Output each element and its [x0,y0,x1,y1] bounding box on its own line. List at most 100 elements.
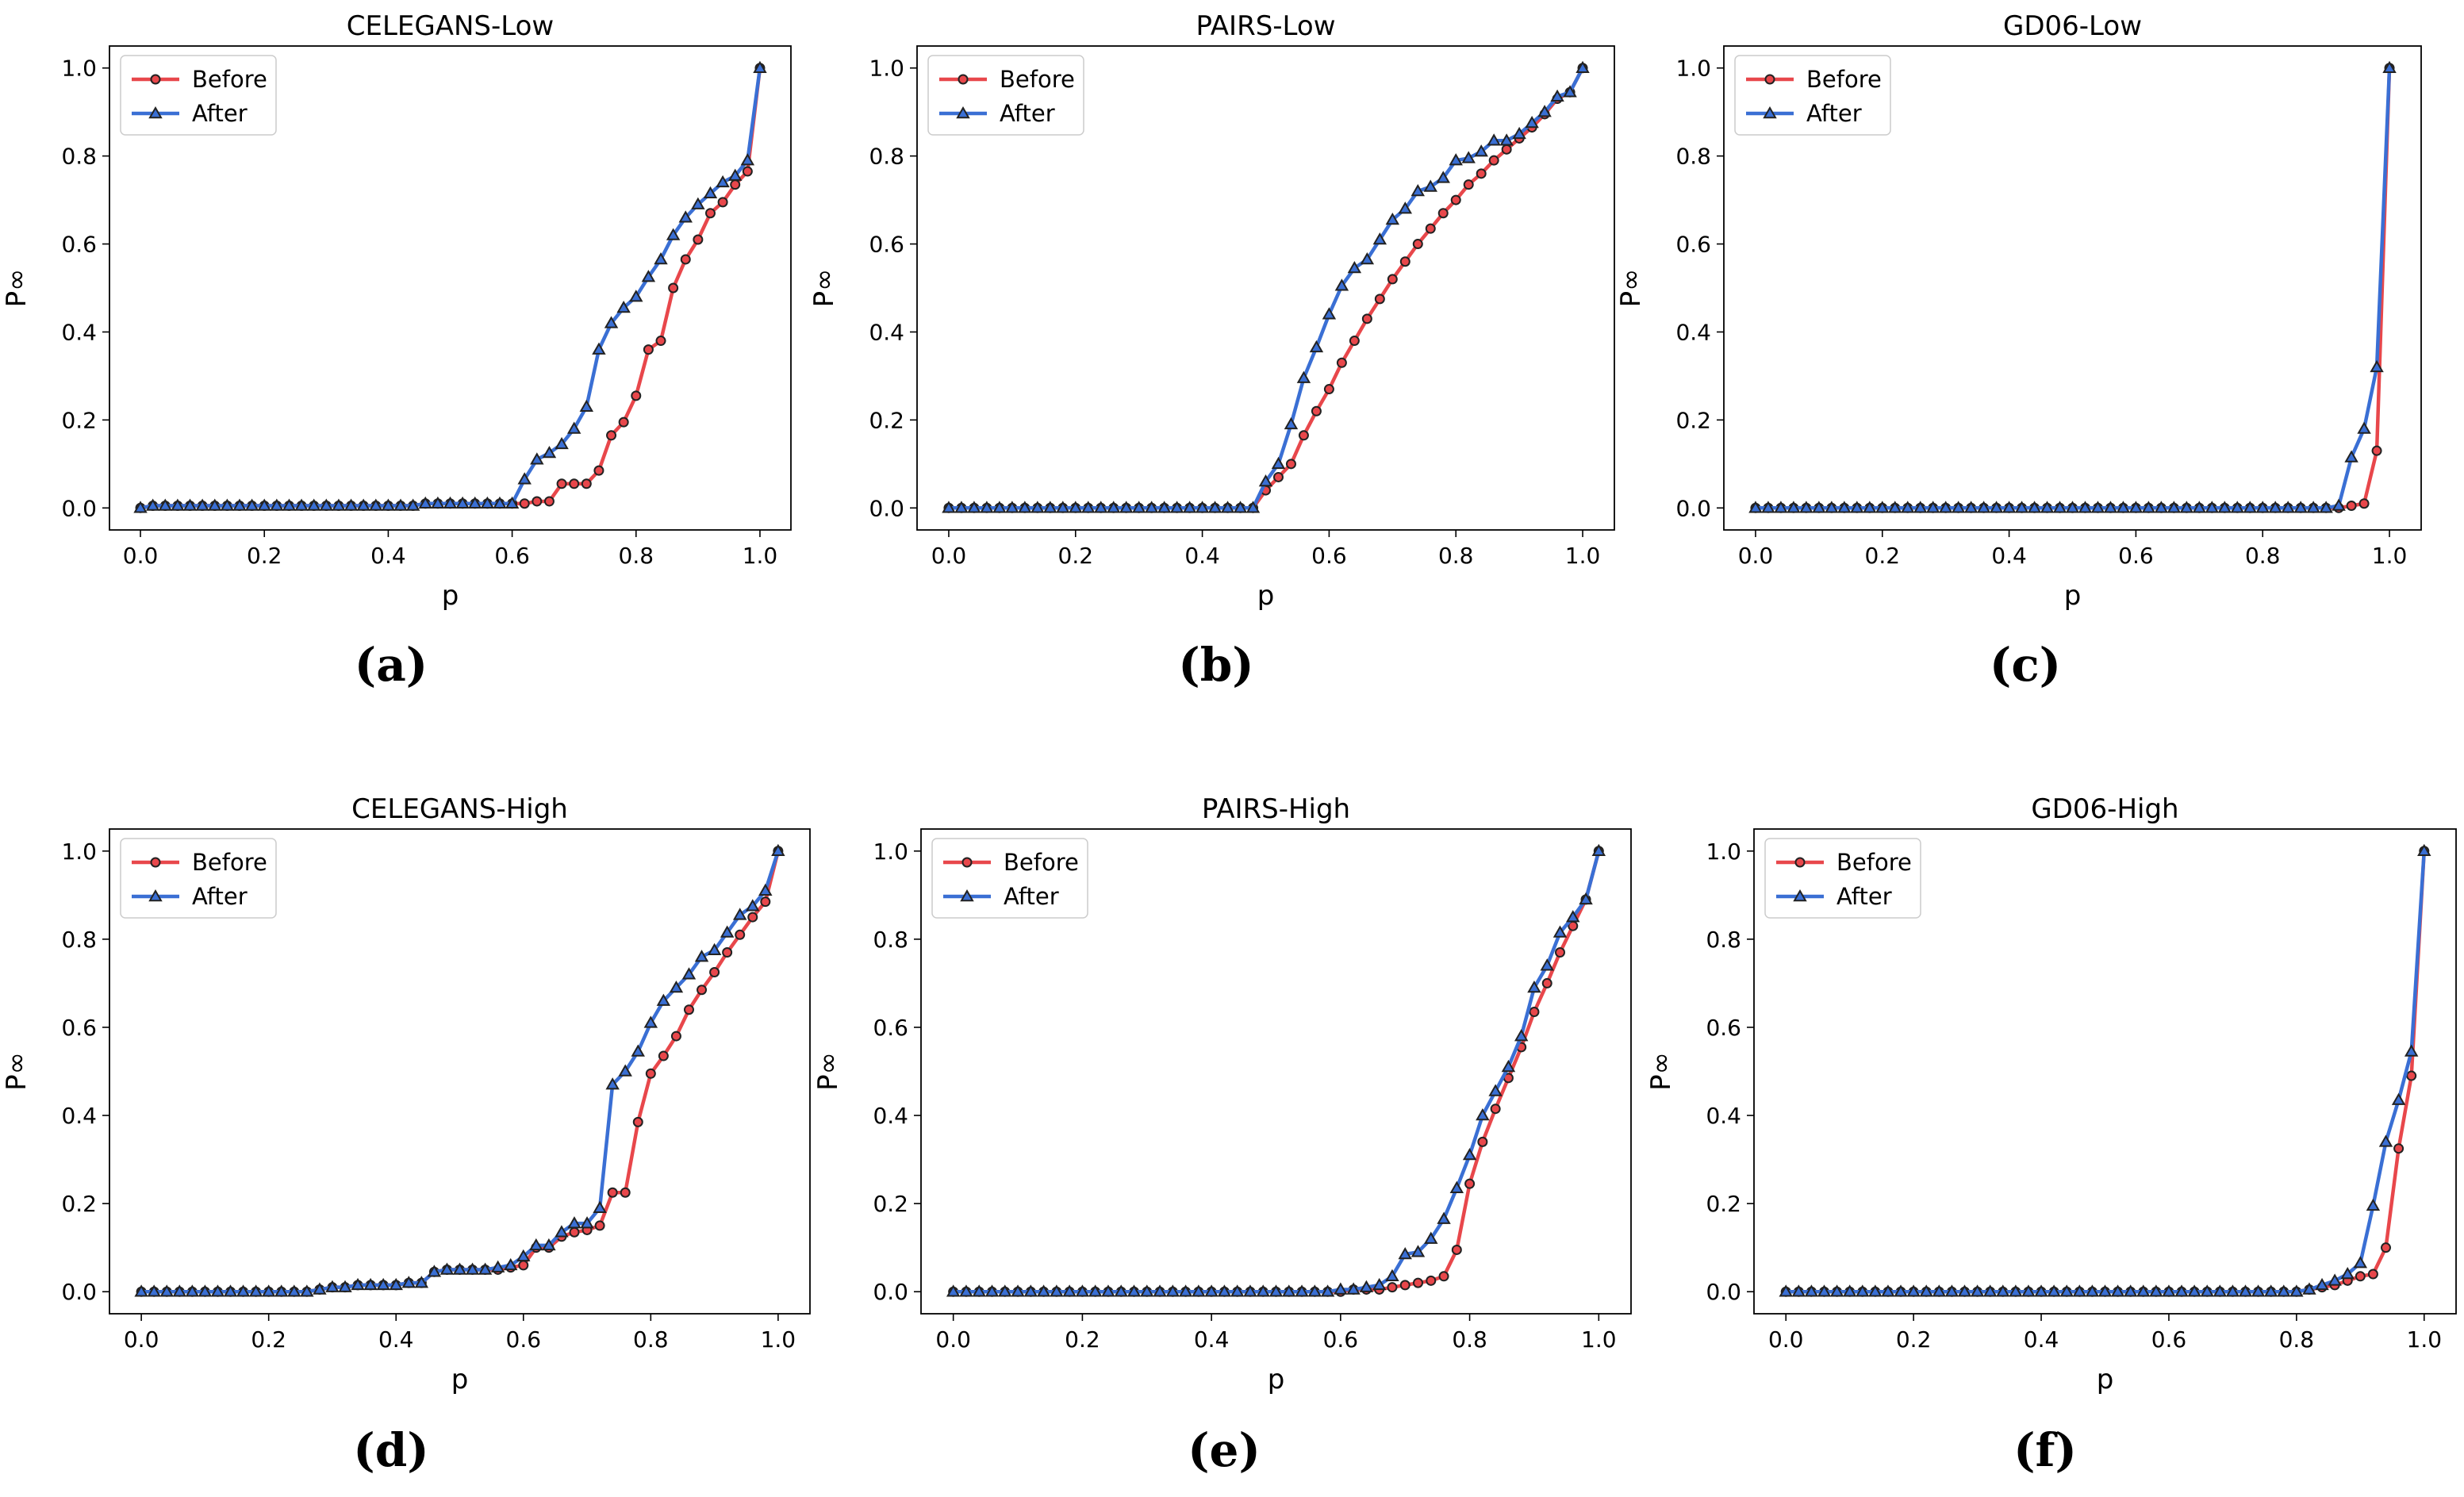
data-point-after [2378,1134,2393,1147]
data-point-after [1944,1284,1959,1297]
data-point-before [1425,223,1436,234]
data-point-after [369,498,383,511]
data-point-after [1207,501,1222,513]
data-point-after [236,1284,251,1297]
data-point-after [2116,501,2131,513]
data-point-after [1850,501,1864,513]
data-point-after [1131,501,1146,513]
data-point-after [2293,501,2308,513]
data-point-after [694,950,709,962]
data-point-after [1031,501,1045,513]
data-point-after [2306,501,2320,513]
data-point-after [431,496,445,509]
legend-label-after: After [1000,100,1055,127]
chart-title: GD06-High [2031,793,2178,825]
data-point-after [1385,213,1400,225]
data-point-after [2225,1284,2240,1297]
data-point-after [1540,958,1554,971]
x-tick-label: 1.0 [2372,543,2408,569]
data-point-before [704,208,716,219]
data-point-after [1347,261,1362,274]
data-point-before [1490,1104,1501,1115]
legend-label-before: Before [192,849,267,876]
data-point-after [1192,1284,1206,1297]
data-point-after [172,1284,187,1297]
data-point-after [555,1225,569,1238]
data-point-before [709,967,720,978]
data-point-after [2085,1284,2100,1297]
data-point-after [2238,1284,2253,1297]
data-point-after [530,452,544,465]
data-point-after [707,942,722,955]
data-point-before [1450,194,1461,205]
data-point-after [604,316,619,328]
data-point-before [1438,1271,1449,1282]
data-point-after [1537,105,1552,117]
data-point-after [567,1216,581,1229]
legend-label-after: After [192,883,248,910]
data-point-after [1957,1284,1972,1297]
legend-label-before: Before [1000,66,1075,93]
data-point-after [261,1284,276,1297]
y-tick-label: 0.2 [869,407,904,433]
data-point-after [220,498,235,511]
data-point-after [580,1216,594,1229]
data-point-after [2213,1284,2228,1297]
data-point-after [1050,1284,1064,1297]
data-point-after [1476,1108,1490,1121]
y-axis-label: P∞ [1,1052,33,1091]
data-point-after [1178,1284,1193,1297]
data-point-after [1791,1284,1806,1297]
data-point-after [1423,179,1437,192]
data-point-after [2110,1284,2125,1297]
data-point-after [1106,501,1121,513]
data-point-before [1541,977,1552,988]
x-axis-label: p [1257,580,1275,612]
data-point-after [1069,501,1083,513]
x-tick-label: 0.0 [123,543,159,569]
y-tick-label: 0.4 [869,319,904,345]
data-point-after [414,1276,429,1288]
data-point-before [620,1187,631,1198]
data-point-after [678,210,693,223]
data-point-before [1464,1178,1476,1189]
data-point-after [455,496,470,509]
y-tick-label: 0.6 [61,1015,97,1041]
data-point-after [480,496,495,509]
data-point-after [418,496,432,509]
data-point-after [2047,1284,2061,1297]
data-point-after [274,1284,289,1297]
data-point-after [1970,1284,1985,1297]
x-axis-label: p [451,1364,469,1395]
data-point-after [133,501,148,513]
legend-label-before: Before [1806,66,1882,93]
legend-label-before: Before [192,66,267,93]
data-point-after [1863,501,1877,513]
data-point-before [670,1031,681,1042]
data-point-after [2154,501,2169,513]
data-point-after [1114,1284,1128,1297]
data-point-after [2277,1284,2291,1297]
data-point-after [1748,501,1763,513]
data-point-after [641,270,656,282]
data-point-after [1894,1284,1908,1297]
data-point-after [134,1284,148,1297]
data-point-after [1157,501,1172,513]
x-tick-label: 1.0 [2407,1326,2443,1353]
data-point-after [1271,456,1286,470]
y-tick-label: 0.2 [61,1191,97,1217]
plot-frame [1753,828,2457,1315]
plot-frame [1723,45,2422,531]
data-point-after [1913,501,1928,513]
chart-panel-e: PAIRS-High 0.0 0.2 0.4 0.6 0.8 1.0 0.0 0.2 0.4 0.6… [812,793,1632,1477]
data-point-after [332,498,346,511]
x-tick-label: 0.4 [1991,543,2027,569]
data-point-after [1829,1284,1844,1297]
data-point-after [158,498,173,511]
data-point-after [1075,1284,1090,1297]
x-axis-label: p [2097,1364,2114,1395]
x-tick-label: 0.4 [1184,543,1220,569]
data-point-after [1101,1284,1115,1297]
data-point-after [1334,1282,1348,1295]
data-point-after [542,445,557,459]
